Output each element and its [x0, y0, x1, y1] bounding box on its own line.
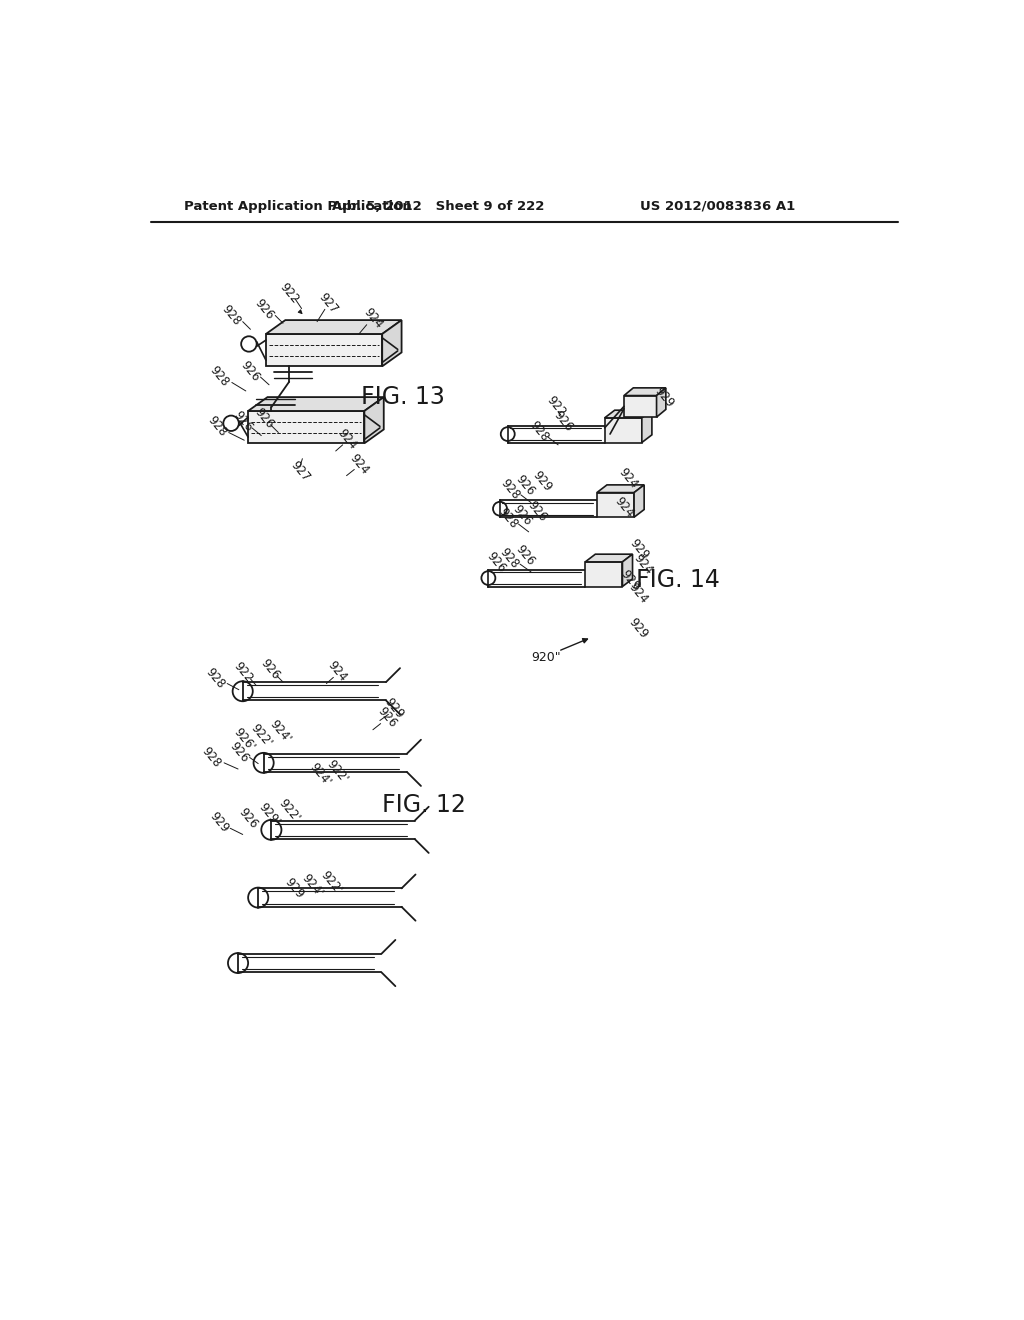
- Text: 928: 928: [219, 302, 244, 329]
- Text: 924': 924': [299, 871, 326, 899]
- Text: FIG. 12: FIG. 12: [382, 793, 466, 817]
- Text: 927: 927: [288, 458, 312, 484]
- Text: US 2012/0083836 A1: US 2012/0083836 A1: [640, 199, 795, 213]
- Text: 922: 922: [544, 393, 568, 420]
- Text: 924: 924: [335, 426, 359, 453]
- Polygon shape: [248, 411, 365, 444]
- Text: 926: 926: [252, 297, 276, 322]
- Polygon shape: [586, 554, 633, 562]
- Polygon shape: [597, 492, 634, 517]
- Polygon shape: [586, 562, 623, 586]
- Text: 929: 929: [618, 568, 642, 593]
- Polygon shape: [624, 388, 666, 396]
- Text: 927: 927: [315, 290, 340, 315]
- Text: 920": 920": [531, 651, 561, 664]
- Text: 926: 926: [551, 408, 575, 434]
- Text: 926: 926: [375, 705, 399, 730]
- Polygon shape: [624, 396, 656, 417]
- Text: 924': 924': [266, 718, 293, 746]
- Polygon shape: [604, 411, 652, 418]
- Text: 929: 929: [628, 537, 651, 562]
- Text: 928: 928: [205, 413, 229, 440]
- Text: 928: 928: [207, 363, 231, 389]
- Polygon shape: [248, 397, 384, 411]
- Text: 924: 924: [631, 552, 655, 577]
- Polygon shape: [266, 334, 382, 367]
- Text: 929: 929: [626, 615, 650, 642]
- Text: 924: 924: [360, 306, 385, 331]
- Text: 928: 928: [498, 477, 522, 502]
- Text: 926: 926: [510, 502, 534, 528]
- Text: 922: 922: [230, 660, 255, 685]
- Text: 926: 926: [484, 550, 508, 576]
- Text: 928: 928: [203, 665, 227, 690]
- Text: Patent Application Publication: Patent Application Publication: [183, 199, 412, 213]
- Polygon shape: [623, 554, 633, 586]
- Polygon shape: [266, 321, 401, 334]
- Text: 922: 922: [276, 280, 301, 306]
- Text: 929': 929': [256, 800, 283, 829]
- Polygon shape: [634, 484, 644, 517]
- Text: 929: 929: [207, 809, 231, 836]
- Text: 928: 928: [526, 418, 551, 445]
- Text: 928: 928: [199, 744, 223, 770]
- Text: 926: 926: [230, 409, 255, 434]
- Text: 924: 924: [615, 465, 640, 491]
- Text: 929: 929: [652, 384, 677, 411]
- Text: FIG. 13: FIG. 13: [361, 385, 445, 409]
- Text: 926: 926: [226, 739, 251, 764]
- Text: 922': 922': [324, 758, 350, 785]
- Text: 928: 928: [496, 506, 520, 532]
- Text: 924: 924: [626, 581, 650, 606]
- Text: 924: 924: [611, 495, 636, 520]
- Text: 924: 924: [325, 659, 349, 684]
- Text: 929: 929: [529, 469, 554, 495]
- Text: FIG. 14: FIG. 14: [636, 569, 720, 593]
- Polygon shape: [656, 388, 666, 417]
- Text: 924: 924: [347, 451, 371, 478]
- Text: 926': 926': [231, 726, 257, 754]
- Text: 926: 926: [258, 657, 283, 682]
- Text: 926: 926: [525, 498, 550, 524]
- Polygon shape: [365, 397, 384, 444]
- Text: 922': 922': [317, 869, 344, 896]
- Text: 926: 926: [239, 358, 263, 384]
- Polygon shape: [604, 418, 642, 442]
- Text: 922': 922': [275, 796, 302, 825]
- Polygon shape: [642, 411, 652, 442]
- Text: Apr. 5, 2012   Sheet 9 of 222: Apr. 5, 2012 Sheet 9 of 222: [332, 199, 544, 213]
- Text: 929: 929: [382, 696, 407, 721]
- Text: 929: 929: [282, 875, 306, 902]
- Polygon shape: [382, 321, 401, 367]
- Text: 928: 928: [497, 546, 521, 572]
- Text: 926: 926: [236, 805, 260, 832]
- Text: 924': 924': [307, 760, 334, 788]
- Text: 922': 922': [248, 722, 274, 750]
- Text: 926: 926: [513, 473, 537, 499]
- Polygon shape: [597, 484, 644, 492]
- Text: 926: 926: [252, 405, 276, 432]
- Text: 926: 926: [513, 543, 537, 569]
